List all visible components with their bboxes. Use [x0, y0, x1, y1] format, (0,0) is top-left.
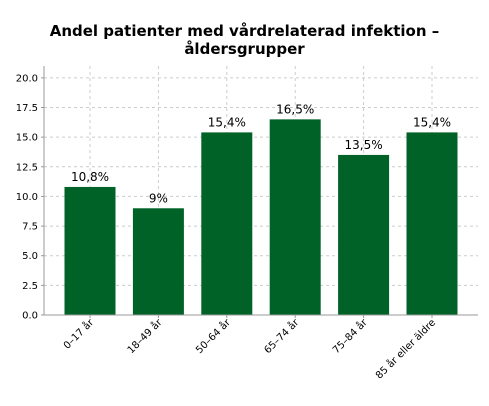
axes — [41, 66, 478, 318]
bar — [64, 186, 116, 315]
chart-title-line-2: åldersgrupper — [184, 40, 305, 58]
category-label: 0–17 år — [60, 315, 96, 351]
data-label: 15,4% — [208, 115, 246, 129]
data-label: 16,5% — [276, 102, 314, 116]
y-tick-label: 5.0 — [22, 251, 38, 262]
chart-title: Andel patienter med vårdrelaterad infekt… — [0, 22, 489, 58]
chart-title-line-1: Andel patienter med vårdrelaterad infekt… — [49, 22, 440, 40]
data-label: 15,4% — [413, 115, 451, 129]
y-tick-label: 15.0 — [16, 133, 38, 144]
grid-lines — [44, 66, 478, 315]
y-tick-label: 12.5 — [16, 162, 38, 173]
bar — [269, 119, 321, 315]
category-label: 65–74 år — [261, 315, 302, 356]
data-label: 10,8% — [71, 170, 109, 184]
bar — [338, 154, 390, 315]
y-tick-label: 2.5 — [22, 281, 38, 292]
category-label: 50–64 år — [193, 315, 234, 356]
y-tick-label: 10.0 — [16, 192, 38, 203]
y-tick-label: 0.0 — [22, 311, 38, 322]
data-label: 9% — [149, 191, 168, 205]
y-tick-label: 20.0 — [16, 73, 38, 84]
category-label: 18–49 år — [124, 315, 165, 356]
data-label: 13,5% — [345, 138, 383, 152]
y-tick-label: 17.5 — [16, 103, 38, 114]
bar — [201, 132, 253, 315]
bar — [132, 208, 184, 315]
bars — [64, 119, 458, 315]
y-tick-label: 7.5 — [22, 222, 38, 233]
category-label: 85 år eller äldre — [373, 316, 439, 382]
category-label: 75–84 år — [330, 315, 371, 356]
bar — [406, 132, 458, 315]
